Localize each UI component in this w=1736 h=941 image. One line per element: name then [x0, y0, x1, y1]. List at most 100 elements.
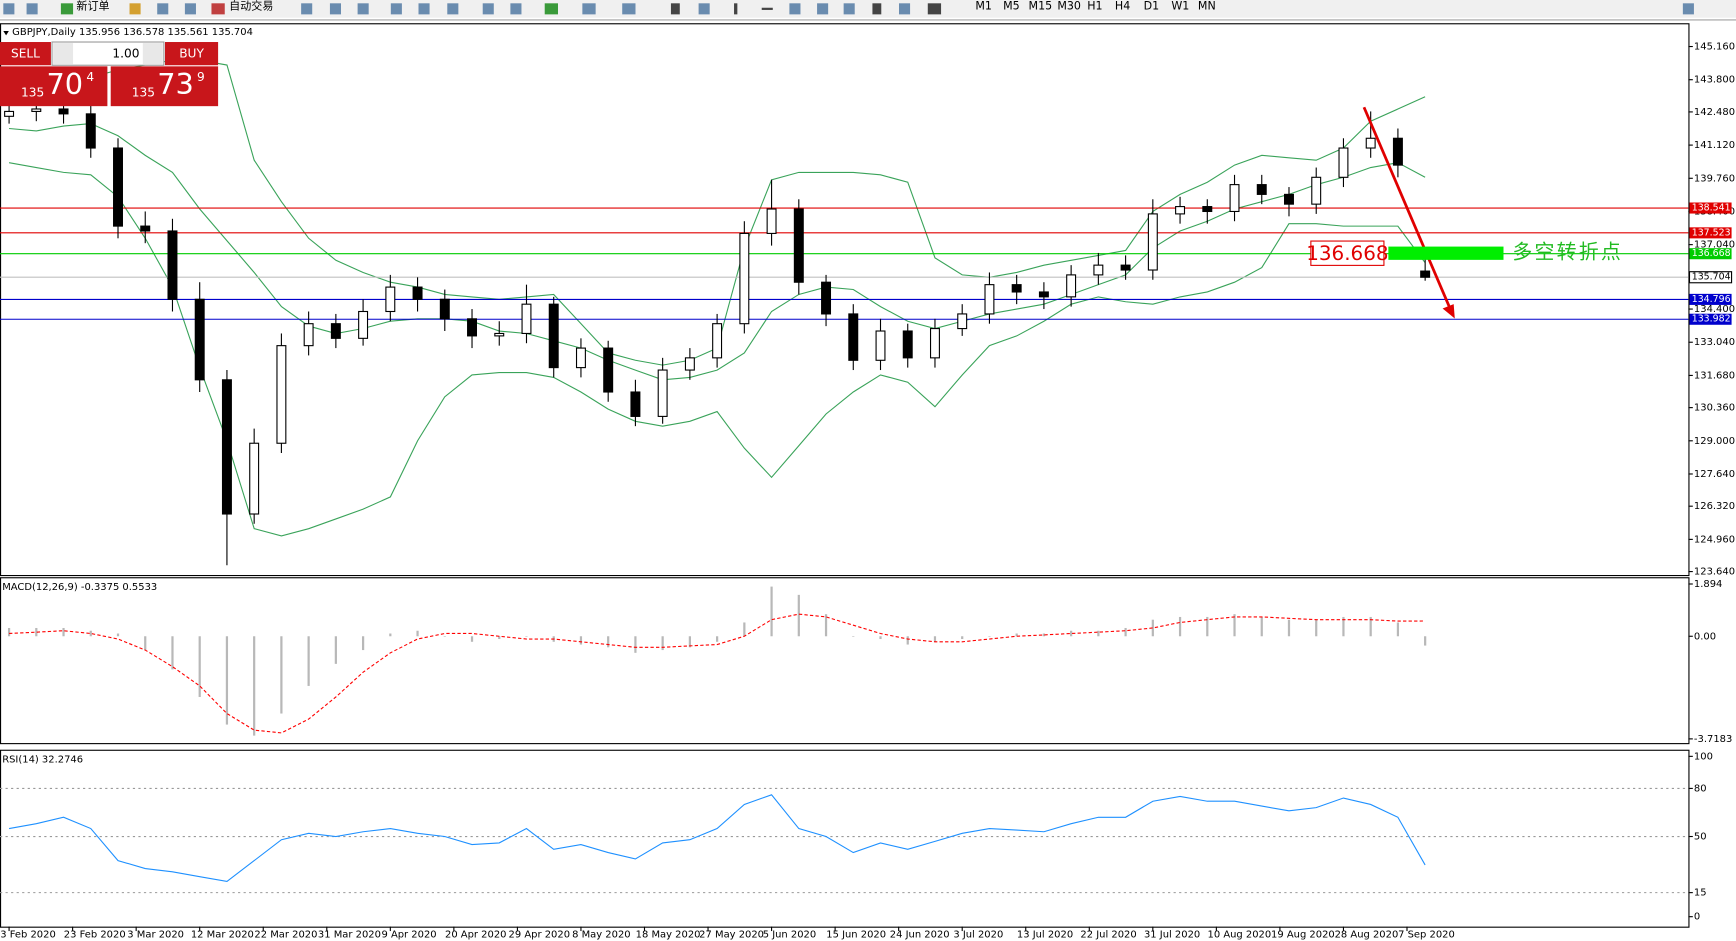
- lot-down[interactable]: [53, 43, 74, 65]
- icon[interactable]: [26, 3, 38, 15]
- macd-bar: [824, 614, 828, 637]
- timeframe-button[interactable]: W1: [1171, 0, 1189, 13]
- icon[interactable]: [510, 3, 522, 15]
- toolbar-icons: [3, 3, 1694, 15]
- toolbar: [0, 0, 1736, 18]
- timeframe-button[interactable]: M5: [1003, 0, 1020, 13]
- candle-body: [1311, 176, 1322, 205]
- candle-body: [712, 323, 723, 359]
- lot-value[interactable]: 1.00: [112, 47, 139, 61]
- icon[interactable]: [3, 3, 15, 15]
- buy-pips[interactable]: 73: [157, 67, 194, 101]
- timeframe-button[interactable]: H4: [1115, 0, 1130, 13]
- icon[interactable]: [670, 3, 680, 15]
- icon[interactable]: [761, 7, 773, 10]
- macd-bar: [1287, 619, 1291, 637]
- y-tick-label: 137.040: [1694, 240, 1735, 251]
- macd-bar: [1233, 614, 1236, 637]
- candle-body: [412, 286, 423, 300]
- icon[interactable]: [329, 3, 341, 15]
- y-tick-label: 15: [1694, 888, 1707, 899]
- price-label-bg: [1688, 271, 1733, 284]
- x-tick-label: 22 Mar 2020: [254, 929, 317, 940]
- icon[interactable]: [582, 3, 596, 15]
- macd-bar: [797, 594, 800, 637]
- x-tick-label: 23 Feb 2020: [64, 929, 126, 940]
- lot-up[interactable]: [142, 43, 163, 65]
- candle-body: [657, 369, 668, 417]
- icon[interactable]: [301, 3, 313, 15]
- icon[interactable]: [357, 3, 369, 15]
- icon[interactable]: [622, 3, 636, 15]
- macd-bar: [7, 627, 11, 637]
- sell-point[interactable]: 4: [86, 70, 94, 84]
- x-tick-label: 22 Jul 2020: [1080, 929, 1136, 940]
- buy-price[interactable]: [110, 66, 219, 107]
- timeframe-button[interactable]: M30: [1057, 0, 1081, 13]
- icon[interactable]: [482, 3, 494, 15]
- x-tick-label: 5 Jun 2020: [763, 929, 817, 940]
- rsi-title: RSI(14) 32.2746: [2, 755, 83, 766]
- macd-bar: [1369, 616, 1372, 637]
- icon[interactable]: [390, 3, 402, 15]
- candle-body: [957, 313, 968, 330]
- candle-body: [1147, 213, 1158, 271]
- sell-label[interactable]: SELL: [11, 47, 40, 61]
- x-tick-label: 15 Jun 2020: [826, 929, 886, 940]
- price-label-bg: [1689, 248, 1732, 260]
- y-tick-label: 127.640: [1694, 469, 1735, 480]
- auto-trading-button[interactable]: 自动交易: [229, 0, 273, 13]
- y-tick-label: 50: [1694, 832, 1707, 843]
- macd-bar: [116, 633, 120, 637]
- sell-price[interactable]: [0, 66, 108, 107]
- icon[interactable]: [60, 3, 74, 15]
- icon[interactable]: [418, 3, 430, 15]
- macd-bar: [961, 636, 964, 640]
- timeframe-button[interactable]: M1: [975, 0, 992, 13]
- sell-button[interactable]: [0, 42, 51, 66]
- timeframe-button[interactable]: D1: [1144, 0, 1160, 13]
- icon[interactable]: [698, 3, 710, 15]
- buy-label[interactable]: BUY: [179, 47, 204, 61]
- lot-input[interactable]: [51, 41, 165, 66]
- y-tick-label: 143.800: [1694, 75, 1735, 86]
- icon[interactable]: [544, 3, 558, 15]
- candle-body: [766, 208, 777, 234]
- x-tick-label: 18 May 2020: [636, 929, 701, 940]
- y-tick-label: 142.480: [1694, 107, 1735, 118]
- macd-bar: [361, 636, 365, 651]
- candle-body: [467, 318, 478, 337]
- sell-pips[interactable]: 70: [47, 67, 84, 101]
- timeframe-button[interactable]: M15: [1029, 0, 1053, 13]
- icon[interactable]: [447, 3, 459, 15]
- buy-button[interactable]: [164, 42, 219, 66]
- x-tick-label: 3 Jul 2020: [953, 929, 1003, 940]
- buy-point[interactable]: 9: [197, 70, 205, 84]
- icon[interactable]: [734, 3, 738, 15]
- y-tick-label: 0: [1694, 912, 1700, 923]
- icon[interactable]: [872, 3, 882, 15]
- icon[interactable]: [789, 3, 801, 15]
- icon[interactable]: [129, 3, 141, 15]
- icon[interactable]: [927, 3, 942, 15]
- sell-big[interactable]: 135: [21, 85, 44, 99]
- timeframe-button[interactable]: MN: [1198, 0, 1216, 13]
- timeframe-button[interactable]: H1: [1087, 0, 1102, 13]
- icon[interactable]: [817, 3, 829, 15]
- macd-panel-border: [0, 577, 1690, 745]
- buy-big[interactable]: 135: [132, 85, 155, 99]
- icon[interactable]: [1682, 3, 1694, 15]
- icon[interactable]: [899, 3, 911, 15]
- icon[interactable]: [157, 3, 169, 15]
- icon[interactable]: [843, 3, 855, 15]
- new-order-button[interactable]: 新订单: [76, 0, 109, 13]
- icon[interactable]: [211, 3, 225, 15]
- macd-bar: [743, 622, 746, 637]
- y-tick-label: 130.360: [1694, 403, 1735, 414]
- icon[interactable]: [184, 3, 196, 15]
- x-tick-label: 7 Sep 2020: [1398, 929, 1455, 940]
- x-tick-label: 29 Apr 2020: [509, 929, 570, 940]
- candle-body: [58, 108, 69, 115]
- candle-body: [929, 328, 940, 359]
